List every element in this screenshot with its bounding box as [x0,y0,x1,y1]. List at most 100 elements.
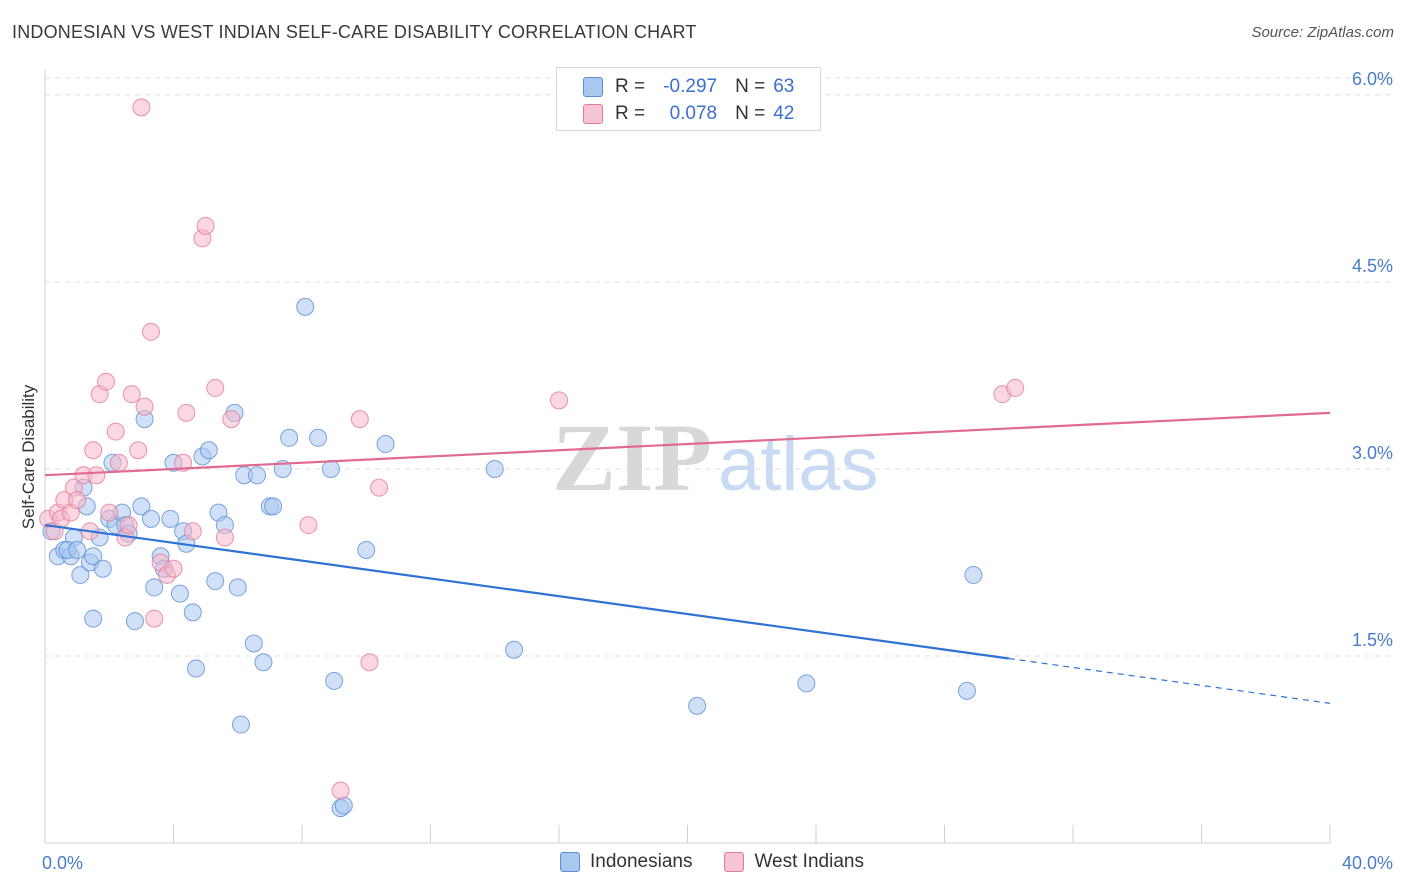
data-point [177,403,196,422]
data-point [196,216,215,235]
trend-lines [44,411,1331,704]
data-point [254,653,273,672]
legend-r-label: R = [615,103,646,124]
data-point [334,796,353,815]
legend-r-value: -0.297 [663,76,718,97]
data-point [164,559,183,578]
data-point [106,422,125,441]
data-point [350,410,369,429]
data-point [357,541,376,560]
source-credit: Source: ZipAtlas.com [1251,24,1394,41]
y-tick-label: 6.0% [1352,69,1393,89]
y-tick-label: 1.5% [1352,630,1393,650]
gridlines [45,77,1392,657]
data-point [84,609,103,628]
data-point [248,466,267,485]
legend-n-value: 63 [773,76,795,97]
series-indonesians [42,297,983,818]
legend-n-label: N = [735,76,766,97]
data-point [376,435,395,454]
legend-row-west-indians: R = 0.078 N = 42 [583,103,794,125]
data-point [264,497,283,516]
legend-n-value: 42 [773,103,795,124]
watermark-zip: ZIP [552,404,712,511]
data-point [206,378,225,397]
data-point [135,397,154,416]
data-point [296,297,315,316]
trend-line-solid [44,523,1009,660]
legend-r-label: R = [615,76,646,97]
data-point [331,781,350,800]
data-point [360,653,379,672]
data-point [199,441,218,460]
data-point [145,609,164,628]
data-point [71,565,90,584]
correlation-legend: R = -0.297 N = 63 R = 0.078 N = 42 [556,67,821,131]
data-point [186,659,205,678]
data-point [1006,378,1025,397]
watermark: ZIP atlas [552,404,879,511]
legend-item-west-indians[interactable]: West Indians [724,851,864,873]
data-point [183,603,202,622]
legend-item-indonesians[interactable]: Indonesians [560,851,692,873]
x-tick-label: 40.0% [1342,853,1393,873]
legend-swatch-blue [560,852,580,872]
legend-label-indonesians: Indonesians [590,851,693,872]
data-point [125,612,144,631]
data-point [299,516,318,535]
axes [44,70,1331,844]
watermark-atlas: atlas [718,422,879,507]
data-point [87,466,106,485]
data-point [485,459,504,478]
trend-line-solid [44,411,1331,477]
y-axis-label: Self-Care Disability [19,384,38,529]
trend-line-dashed [1008,657,1331,704]
data-point [231,715,250,734]
data-point [222,410,241,429]
data-point [161,509,180,528]
data-point [93,559,112,578]
data-point [228,578,247,597]
data-point [100,503,119,522]
data-point [505,640,524,659]
data-point [309,428,328,447]
data-point [145,578,164,597]
series-west-indians [39,98,1025,800]
data-point [244,634,263,653]
data-point [183,522,202,541]
data-point [68,541,87,560]
series-legend: Indonesians West Indians [560,851,896,873]
chart-title: INDONESIAN VS WEST INDIAN SELF-CARE DISA… [12,22,697,42]
data-point [84,441,103,460]
tick-labels: 1.5% 3.0% 4.5% 6.0% 0.0% 40.0% [42,69,1393,873]
data-point [129,441,148,460]
data-point [84,547,103,566]
legend-swatch-pink [583,104,603,124]
data-point [321,459,340,478]
y-tick-label: 3.0% [1352,443,1393,463]
data-point [119,516,138,535]
data-point [957,681,976,700]
data-point [132,98,151,117]
data-point [142,322,161,341]
data-point [109,453,128,472]
data-point [797,674,816,693]
data-point [97,372,116,391]
legend-r-value: 0.078 [669,103,718,124]
legend-label-west-indians: West Indians [754,851,864,872]
y-tick-label: 4.5% [1352,256,1393,276]
data-point [122,385,141,404]
data-point [370,478,389,497]
x-tick-label: 0.0% [42,853,83,873]
data-point [688,696,707,715]
data-point [280,428,299,447]
data-point [132,497,151,516]
data-point [68,491,87,510]
data-point [215,528,234,547]
data-point [325,671,344,690]
data-point [550,391,568,410]
legend-row-indonesians: R = -0.297 N = 63 [583,76,794,98]
data-point [206,572,225,591]
data-point [964,565,983,584]
